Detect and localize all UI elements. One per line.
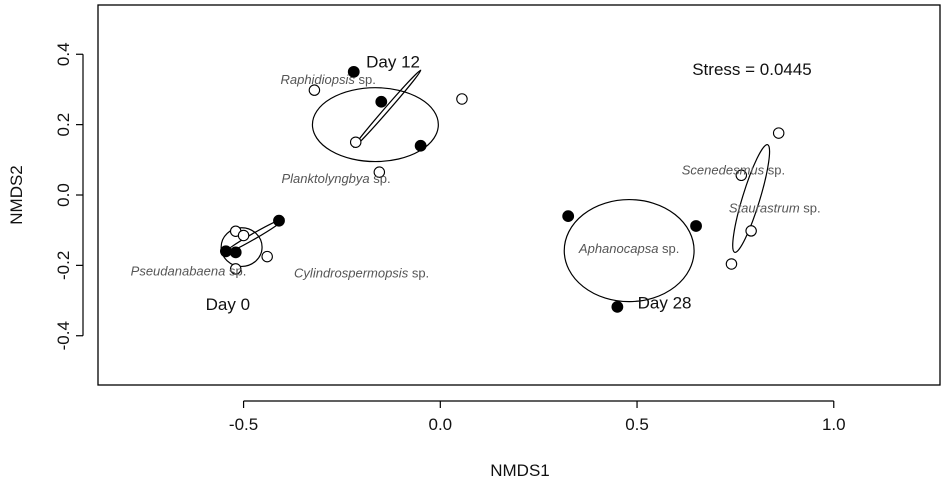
sample-points [219,65,785,313]
confidence-ellipse [311,87,439,163]
species-label: Cylindrospermopsis sp. [294,265,429,280]
y-tick-label: 0.4 [54,42,73,66]
filled-point [273,214,285,227]
filled-point [611,300,624,313]
filled-point [219,245,232,258]
x-tick-label: 0.0 [428,415,452,434]
species-label: Scenedesmus sp. [682,162,785,177]
filled-point [347,65,360,78]
open-point [349,136,362,148]
open-point [772,127,785,139]
open-point [735,169,748,182]
filled-point [375,95,388,108]
confidence-ellipse [563,198,695,303]
open-point [308,84,321,96]
stress-label: Stress = 0.0445 [692,60,812,79]
species-label: Aphanocapsa sp. [578,241,679,256]
x-tick-label: -0.5 [229,415,258,434]
group-label: Day 28 [638,293,692,312]
y-tick-label: -0.2 [54,251,73,280]
species-label: Staurastrum sp. [729,200,821,215]
y-axis: -0.4 -0.2 0.0 0.2 0.4 [54,42,84,350]
x-tick-label: 0.5 [625,415,649,434]
open-point [373,166,386,178]
plot-frame [97,4,941,386]
filled-point [690,220,702,232]
open-point [725,258,738,270]
y-tick-label: 0.2 [54,113,73,137]
group-label: Day 12 [366,52,420,71]
confidence-ellipse [220,227,263,268]
open-point [229,263,242,275]
filled-point [229,246,242,259]
confidence-ellipse [732,144,771,254]
species-label: Planktolyngbya sp. [281,171,390,186]
open-point [456,93,468,105]
open-point [745,225,757,237]
filled-point [562,210,575,223]
y-tick-label: -0.4 [54,321,73,350]
x-axis-title: NMDS1 [490,461,550,480]
open-point [237,229,250,242]
x-tick-label: 1.0 [822,415,846,434]
species-label: Raphidiopsis sp. [280,72,375,87]
open-point [261,250,273,263]
filled-point [414,139,427,152]
y-axis-title: NMDS2 [7,165,26,225]
group-label: Day 0 [206,295,250,314]
species-label: Pseudanabaena sp. [131,264,247,279]
species-labels: Raphidiopsis sp. Planktolyngbya sp. Pseuda… [131,72,821,281]
group-labels: Day 0 Day 12 Day 28 [206,52,692,314]
y-tick-label: 0.0 [54,183,73,207]
x-axis: -0.5 0.0 0.5 1.0 [229,400,846,434]
